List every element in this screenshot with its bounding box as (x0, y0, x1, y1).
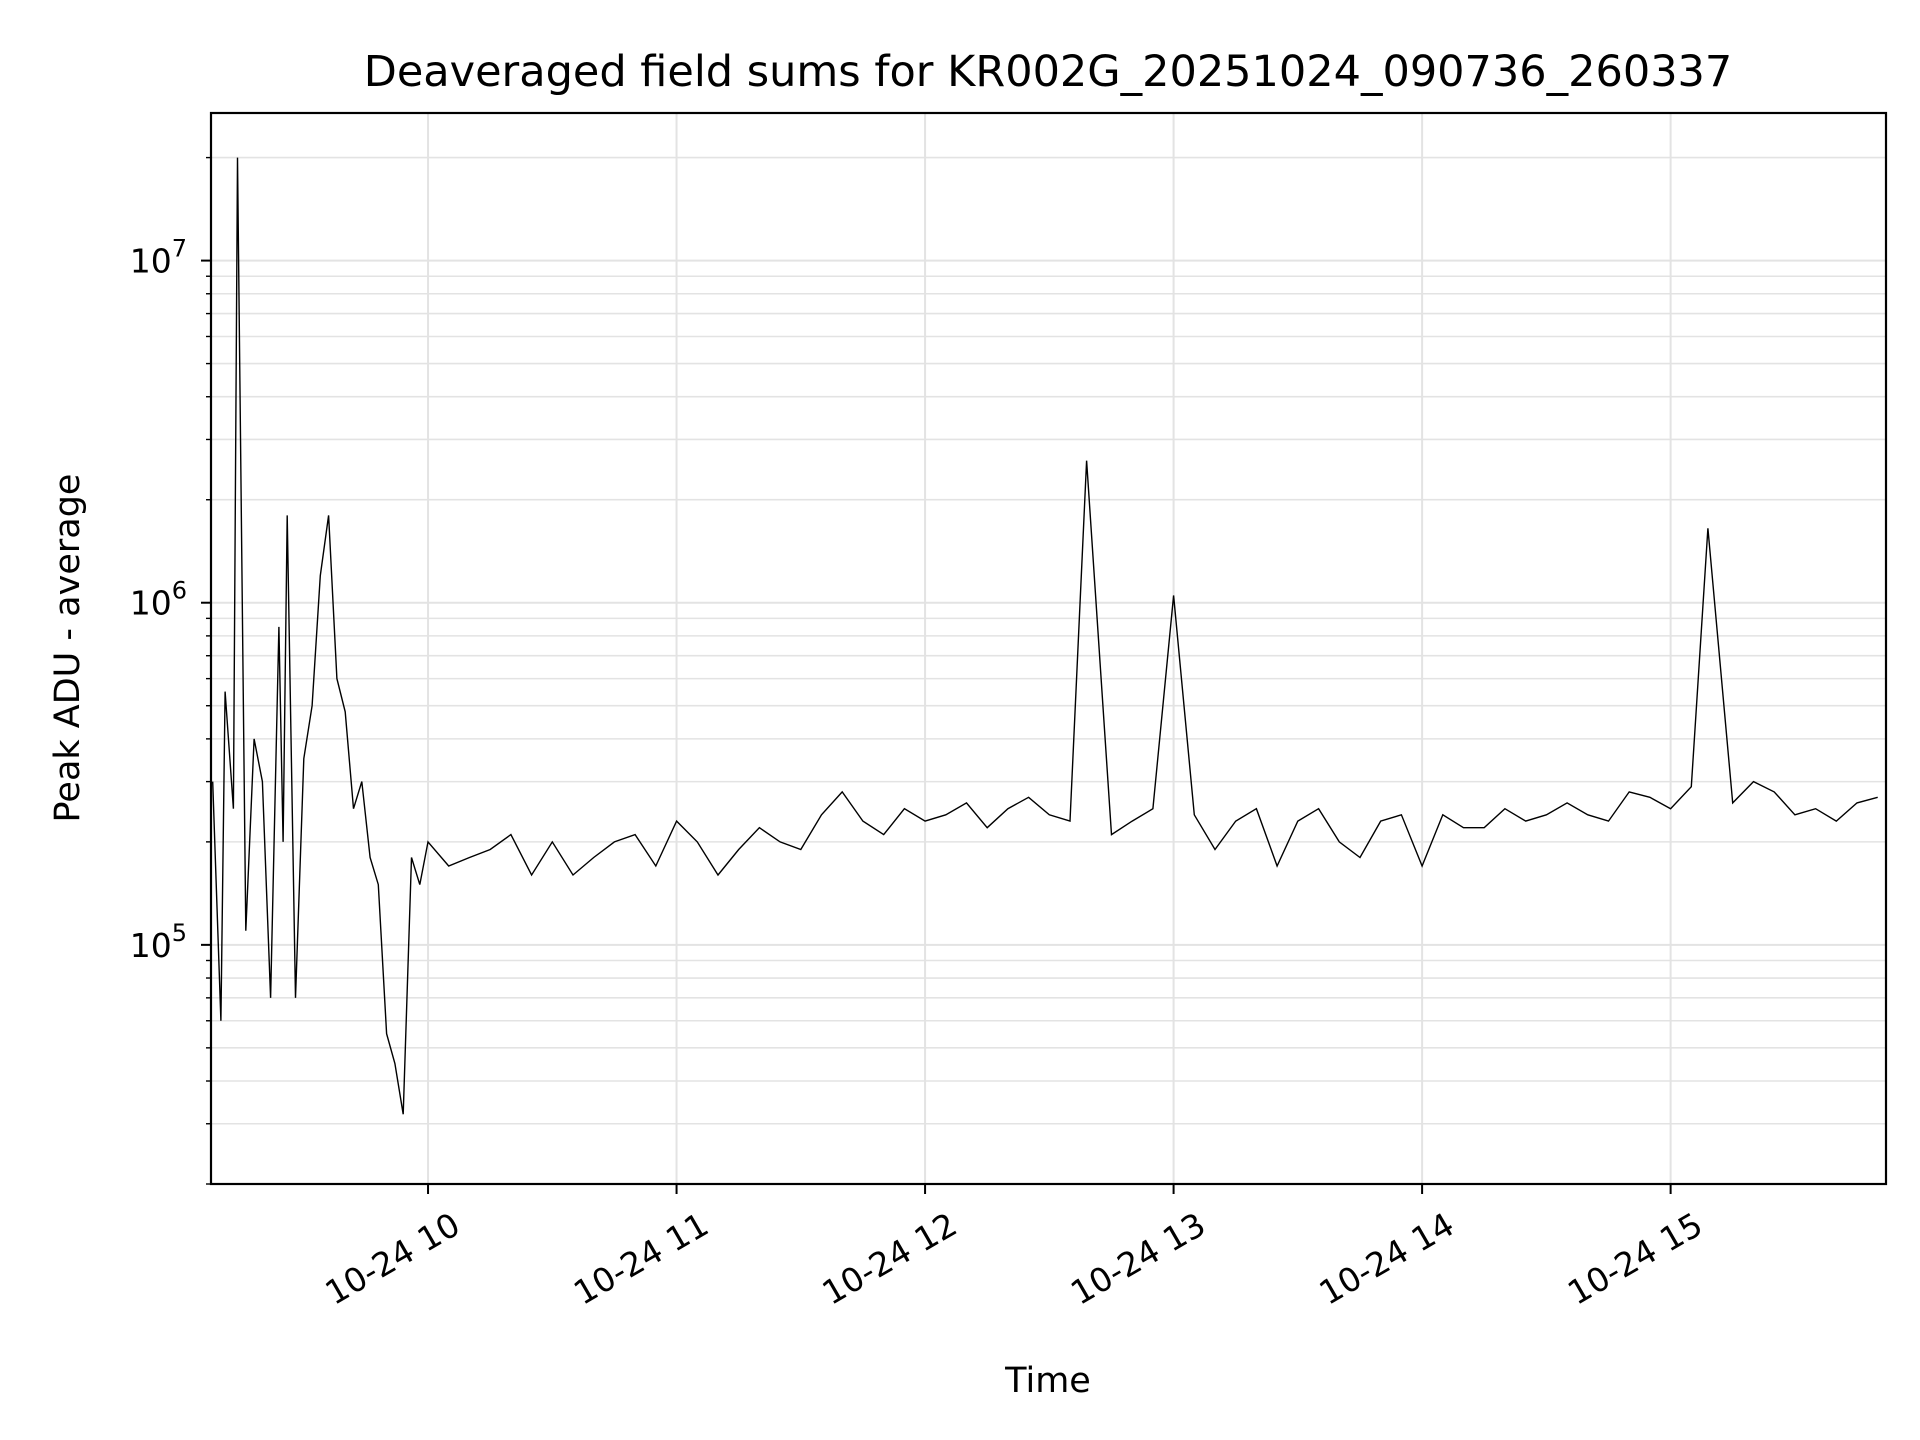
chart-title: Deaveraged field sums for KR002G_2025102… (364, 47, 1733, 97)
series-group (212, 157, 1878, 1115)
y-tick-label: 105 (130, 919, 187, 965)
y-axis: 105 106 107 (130, 156, 211, 1185)
y-tick-label: 106 (130, 577, 187, 623)
series-line (212, 157, 1878, 1115)
y-axis-label: Peak ADU - average (48, 474, 88, 823)
grid (211, 113, 1886, 1185)
x-axis-label: Time (1004, 1361, 1091, 1401)
y-tick-label: 107 (130, 235, 187, 281)
plot-frame (209, 111, 1888, 1186)
